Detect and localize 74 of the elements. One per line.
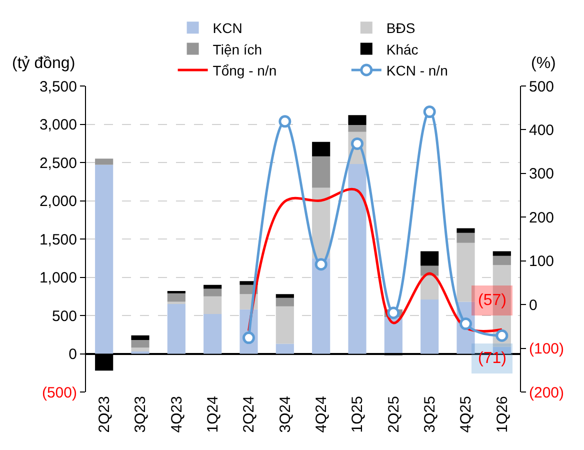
bar — [312, 188, 330, 258]
x-tick-label: 4Q23 — [168, 396, 186, 433]
x-tick-label: 4Q24 — [312, 396, 330, 433]
x-tick-label: 1Q25 — [349, 396, 366, 433]
y2-tick-label: 200 — [529, 209, 554, 226]
bar — [276, 298, 294, 306]
y-tick-label: 3,500 — [39, 78, 77, 96]
bar — [95, 158, 114, 165]
bar — [204, 288, 222, 296]
legend-label: Tiện ích — [212, 41, 262, 58]
bar — [456, 232, 475, 243]
bar — [312, 258, 330, 354]
bar — [420, 299, 439, 354]
bar — [204, 314, 222, 354]
bar — [492, 251, 511, 256]
bar — [167, 304, 186, 354]
point — [423, 106, 436, 118]
x-tick-label: 2Q25 — [385, 396, 402, 433]
legend-label: Tổng - n/n — [212, 62, 277, 78]
x-tick-label: 1Q26 — [494, 396, 511, 433]
bar — [492, 256, 511, 266]
bar — [167, 302, 186, 304]
bar — [204, 296, 222, 314]
bar — [276, 344, 294, 354]
x-tick-label: 4Q25 — [458, 396, 475, 433]
bar — [456, 228, 475, 233]
bar — [131, 348, 150, 352]
y-tick-label: 1,000 — [39, 270, 77, 286]
x-tick-label: 3Q24 — [276, 396, 294, 433]
y2-tick-label: 300 — [529, 166, 554, 183]
bar — [276, 294, 294, 298]
bar — [131, 340, 150, 348]
x-tick-label: 3Q25 — [421, 396, 438, 433]
bar — [312, 142, 330, 156]
y2-tick-label: 100 — [529, 253, 554, 270]
bar — [348, 164, 366, 354]
y2-tick-label: (100) — [529, 340, 564, 358]
legend-label: KCN - n/n — [386, 62, 448, 78]
y-tick-label: 0 — [68, 346, 77, 363]
y2-tick-label: (200) — [529, 384, 564, 402]
point — [460, 318, 472, 330]
bar — [167, 293, 186, 302]
bar — [420, 251, 439, 266]
point — [496, 329, 508, 342]
y-tick-label: (500) — [42, 384, 77, 402]
point — [387, 306, 400, 320]
y-tick-label: 2,500 — [39, 154, 77, 172]
y2-tick-label: 500 — [529, 78, 554, 96]
bar — [131, 335, 150, 340]
x-tick-label: 2Q24 — [240, 396, 258, 433]
y2-tick-label: 400 — [529, 122, 554, 139]
y2-axis-title: (%) — [531, 55, 556, 72]
annotation: (71) — [478, 350, 506, 367]
legend-label: KCN — [212, 20, 242, 36]
x-tick-label: 1Q24 — [204, 396, 222, 433]
annotation: (57) — [478, 292, 506, 309]
x-tick-label: 3Q23 — [132, 396, 150, 433]
bar — [204, 284, 222, 289]
legend-label: Khác — [386, 41, 418, 58]
x-tick-label: 2Q23 — [96, 396, 113, 433]
bar — [95, 164, 114, 354]
bar — [131, 351, 150, 354]
bar — [348, 115, 366, 126]
y-tick-label: 2,000 — [39, 193, 77, 210]
y-tick-label: 3,000 — [39, 116, 77, 134]
y-axis-title: (tỷ đồng) — [12, 55, 76, 72]
y2-tick-label: 0 — [529, 296, 538, 314]
point — [314, 258, 328, 271]
bar — [348, 125, 366, 132]
y-tick-label: 500 — [52, 308, 77, 325]
point — [278, 115, 292, 128]
bar — [312, 156, 330, 188]
y-tick-label: 1,500 — [39, 231, 77, 248]
legend-label: BĐS — [386, 20, 416, 36]
